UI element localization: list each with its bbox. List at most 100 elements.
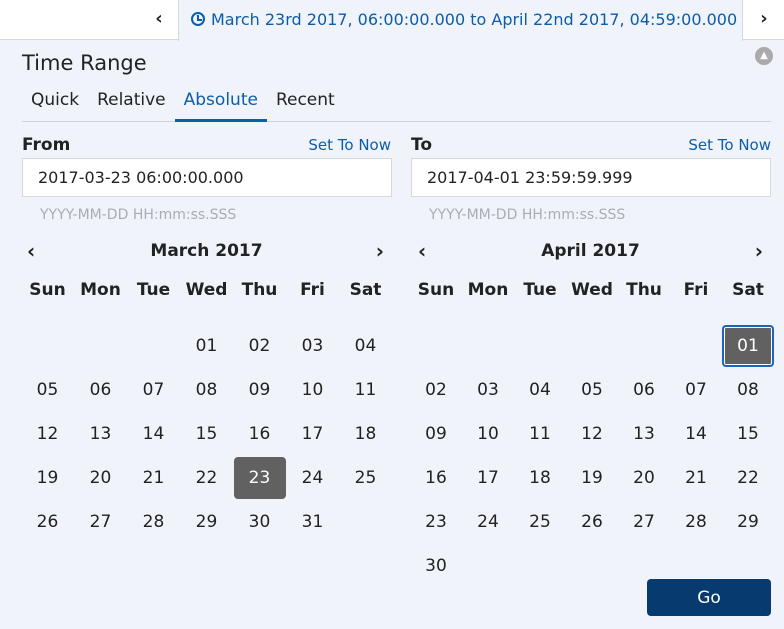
day-cell[interactable]: 01 [180,324,233,368]
tab-bar: Quick Relative Absolute Recent [22,86,771,122]
day-cell[interactable]: 26 [21,500,74,544]
time-range-display[interactable]: March 23rd 2017, 06:00:00.000 to April 2… [178,0,743,41]
day-cell[interactable]: 10 [462,412,514,456]
day-number [670,325,722,367]
day-cell[interactable]: 28 [670,500,722,544]
from-input[interactable] [22,158,392,197]
day-cell[interactable]: 16 [233,412,286,456]
collapse-up-icon[interactable]: ▲ [755,47,773,65]
day-cell[interactable]: 20 [74,456,127,500]
from-calendar: ‹ March 2017 › Sun Mon Tue Wed Thu Fri Sat 01 02 03… [21,236,392,544]
month-title: March 2017 [150,241,263,261]
day-cell[interactable]: 19 [21,456,74,500]
weekday-header: Mon [80,280,121,300]
to-set-to-now-link[interactable]: Set To Now [688,136,771,154]
day-cell[interactable]: 23 [233,456,286,500]
day-cell[interactable]: 07 [127,368,180,412]
day-cell[interactable]: 14 [127,412,180,456]
chevron-right-icon[interactable]: › [760,8,768,29]
day-cell[interactable]: 08 [180,368,233,412]
day-cell[interactable]: 22 [180,456,233,500]
day-cell[interactable]: 02 [410,368,462,412]
day-cell[interactable]: 09 [233,368,286,412]
day-cell[interactable]: 09 [410,412,462,456]
day-cell[interactable]: 04 [514,368,566,412]
day-cell[interactable]: 11 [514,412,566,456]
day-cell[interactable]: 11 [339,368,392,412]
day-cell[interactable]: 29 [722,500,774,544]
day-number: 14 [142,424,165,444]
day-cell[interactable]: 29 [180,500,233,544]
day-cell[interactable]: 24 [286,456,339,500]
weekday-header: Thu [241,280,278,300]
day-cell[interactable]: 26 [566,500,618,544]
day-cell[interactable]: 16 [410,456,462,500]
day-number: 05 [36,380,59,400]
day-number [566,325,618,367]
day-cell[interactable]: 18 [339,412,392,456]
clock-icon [191,12,205,26]
day-cell[interactable]: 17 [286,412,339,456]
from-set-to-now-link[interactable]: Set To Now [308,136,391,154]
day-number: 04 [354,336,377,356]
empty-cell [566,544,618,588]
tab-relative[interactable]: Relative [97,90,166,110]
day-cell[interactable]: 14 [670,412,722,456]
day-cell[interactable]: 24 [462,500,514,544]
next-month-icon[interactable]: › [754,239,763,263]
day-cell[interactable]: 30 [410,544,462,588]
day-cell[interactable]: 20 [618,456,670,500]
day-number: 31 [301,512,324,532]
day-cell[interactable]: 06 [618,368,670,412]
day-number: 06 [89,380,112,400]
day-cell[interactable]: 13 [618,412,670,456]
month-title: April 2017 [541,241,640,261]
day-cell[interactable]: 13 [74,412,127,456]
day-cell[interactable]: 23 [410,500,462,544]
day-cell[interactable]: 06 [74,368,127,412]
day-cell[interactable]: 21 [670,456,722,500]
day-number: 10 [477,424,499,444]
day-cell[interactable]: 25 [339,456,392,500]
day-cell[interactable]: 01 [722,324,774,368]
day-cell[interactable]: 07 [670,368,722,412]
prev-month-icon[interactable]: ‹ [418,239,427,263]
prev-month-icon[interactable]: ‹ [27,239,36,263]
day-cell[interactable]: 12 [566,412,618,456]
day-cell[interactable]: 30 [233,500,286,544]
day-cell[interactable]: 21 [127,456,180,500]
weekday-header: Sun [417,280,455,300]
panel-title: Time Range [22,51,147,75]
day-cell[interactable]: 12 [21,412,74,456]
day-cell[interactable]: 03 [286,324,339,368]
day-cell[interactable]: 02 [233,324,286,368]
day-cell[interactable]: 18 [514,456,566,500]
day-number: 18 [354,424,377,444]
day-cell[interactable]: 04 [339,324,392,368]
day-cell[interactable]: 27 [74,500,127,544]
day-cell[interactable]: 05 [566,368,618,412]
day-cell[interactable]: 15 [180,412,233,456]
day-cell[interactable]: 17 [462,456,514,500]
day-number: 11 [354,380,377,400]
go-button[interactable]: Go [647,579,771,616]
tab-absolute[interactable]: Absolute [174,86,267,122]
day-cell[interactable]: 22 [722,456,774,500]
tab-quick[interactable]: Quick [31,90,80,110]
to-input[interactable] [411,158,771,197]
day-cell[interactable]: 19 [566,456,618,500]
day-cell[interactable]: 10 [286,368,339,412]
day-cell[interactable]: 08 [722,368,774,412]
day-cell[interactable]: 05 [21,368,74,412]
day-cell[interactable]: 03 [462,368,514,412]
to-format-hint: YYYY-MM-DD HH:mm:ss.SSS [429,207,626,223]
day-cell[interactable]: 25 [514,500,566,544]
day-cell[interactable]: 31 [286,500,339,544]
tab-recent[interactable]: Recent [275,90,335,110]
day-cell[interactable]: 27 [618,500,670,544]
chevron-left-icon[interactable]: ‹ [155,8,163,29]
day-cell[interactable]: 15 [722,412,774,456]
day-cell[interactable]: 28 [127,500,180,544]
day-number [514,545,566,587]
next-month-icon[interactable]: › [375,239,384,263]
